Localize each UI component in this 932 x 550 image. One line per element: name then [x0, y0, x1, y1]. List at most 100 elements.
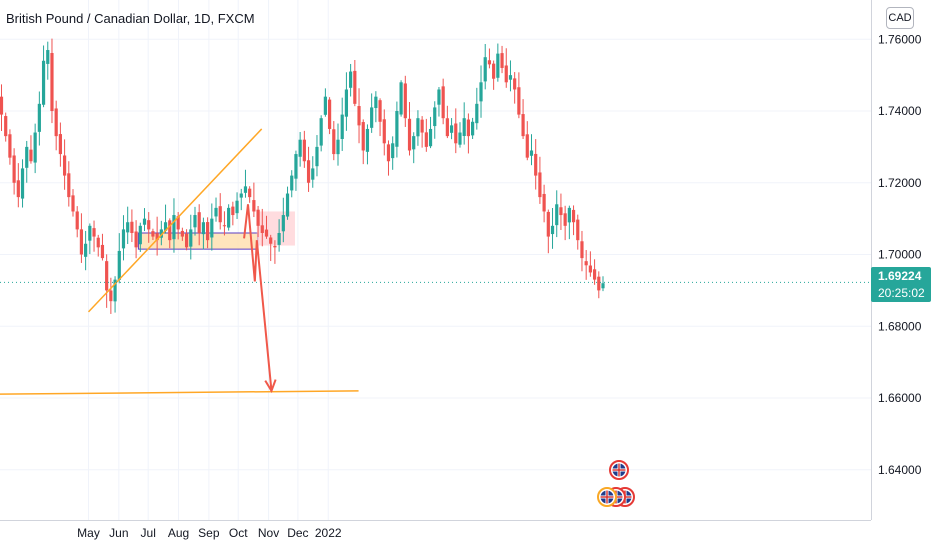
candle — [105, 254, 109, 308]
candle — [294, 150, 298, 191]
candle-body — [105, 261, 109, 291]
candle-body — [399, 82, 403, 115]
time-tick-label: Aug — [168, 526, 189, 540]
candle-body — [311, 168, 315, 180]
candle — [323, 88, 327, 117]
time-tick-label: Jul — [141, 526, 156, 540]
candle — [399, 80, 403, 117]
candle — [88, 223, 92, 255]
candle — [206, 217, 210, 249]
candle-body — [454, 123, 458, 144]
candle — [147, 212, 151, 243]
candle-body — [370, 107, 374, 128]
candle-body — [559, 207, 563, 216]
candle — [357, 88, 361, 144]
time-tick-label: Jun — [109, 526, 128, 540]
candle-body — [487, 60, 492, 65]
candle-body — [168, 220, 172, 241]
candle — [290, 170, 294, 198]
candle — [580, 230, 584, 272]
candle-body — [340, 114, 344, 139]
time-tick-label: Nov — [258, 526, 279, 540]
candle — [319, 115, 323, 152]
candle-body — [117, 250, 121, 280]
candle — [109, 277, 113, 314]
candle-body — [281, 215, 285, 232]
candle-body — [445, 118, 449, 137]
candle — [433, 101, 437, 139]
candle — [395, 101, 399, 158]
candle — [454, 108, 458, 154]
candle-body — [214, 207, 218, 217]
candle-body — [180, 230, 184, 237]
candle — [302, 130, 306, 168]
candle-body — [243, 186, 248, 193]
candle-body — [349, 71, 353, 88]
candle-body — [239, 193, 243, 198]
candle-body — [496, 53, 500, 78]
candle-body — [567, 207, 571, 223]
candle — [16, 163, 20, 208]
candle — [126, 206, 130, 245]
candle-body — [184, 233, 189, 248]
candle — [96, 234, 100, 257]
candle-body — [357, 106, 361, 126]
candle-body — [571, 209, 576, 223]
candle — [235, 192, 239, 219]
candle — [550, 208, 555, 249]
candle-body — [576, 219, 580, 241]
candle-body — [176, 216, 180, 230]
candle — [567, 205, 571, 240]
candle-body — [16, 180, 20, 198]
currency-button[interactable]: CAD — [886, 7, 914, 29]
candle — [592, 259, 597, 285]
candle-body — [542, 193, 546, 212]
candle-body — [189, 229, 193, 247]
chart-title: British Pound / Canadian Dollar, 1D, FXC… — [6, 11, 255, 26]
candle — [403, 75, 407, 127]
candle — [100, 233, 105, 261]
candle-body — [508, 75, 513, 80]
candle-body — [100, 244, 105, 259]
candle-body — [163, 222, 168, 231]
candle — [117, 233, 121, 284]
candle-body — [298, 139, 302, 157]
candle-body — [8, 134, 12, 158]
candle — [508, 60, 513, 92]
candle-body — [62, 155, 67, 176]
candle — [201, 217, 206, 250]
candle — [521, 99, 525, 140]
candle — [243, 169, 248, 198]
candle-body — [201, 222, 206, 235]
candle-body — [517, 87, 521, 115]
candle — [239, 188, 243, 211]
candle-body — [601, 283, 605, 289]
time-tick-label: Oct — [229, 526, 248, 540]
candle — [159, 220, 163, 246]
candle-body — [252, 200, 256, 212]
candle — [269, 234, 273, 262]
candle-body — [269, 237, 273, 244]
candle — [382, 109, 386, 156]
candle-body — [231, 206, 235, 216]
candle — [492, 60, 496, 90]
candle-body — [521, 114, 525, 137]
candle — [559, 193, 563, 230]
candle — [277, 219, 281, 252]
candle — [172, 198, 176, 253]
candle — [29, 135, 33, 164]
candle — [20, 159, 25, 208]
candle — [588, 251, 592, 277]
candle-body — [534, 153, 538, 176]
candle-body — [441, 86, 445, 119]
time-tick-label: May — [77, 526, 100, 540]
price-tick-label: 1.76000 — [878, 32, 922, 46]
price-tick-label: 1.66000 — [878, 391, 922, 405]
candle — [25, 140, 29, 183]
candle — [168, 218, 172, 249]
candle-body — [504, 65, 508, 83]
candle — [37, 91, 41, 146]
candle — [597, 271, 601, 299]
candle — [163, 204, 168, 234]
